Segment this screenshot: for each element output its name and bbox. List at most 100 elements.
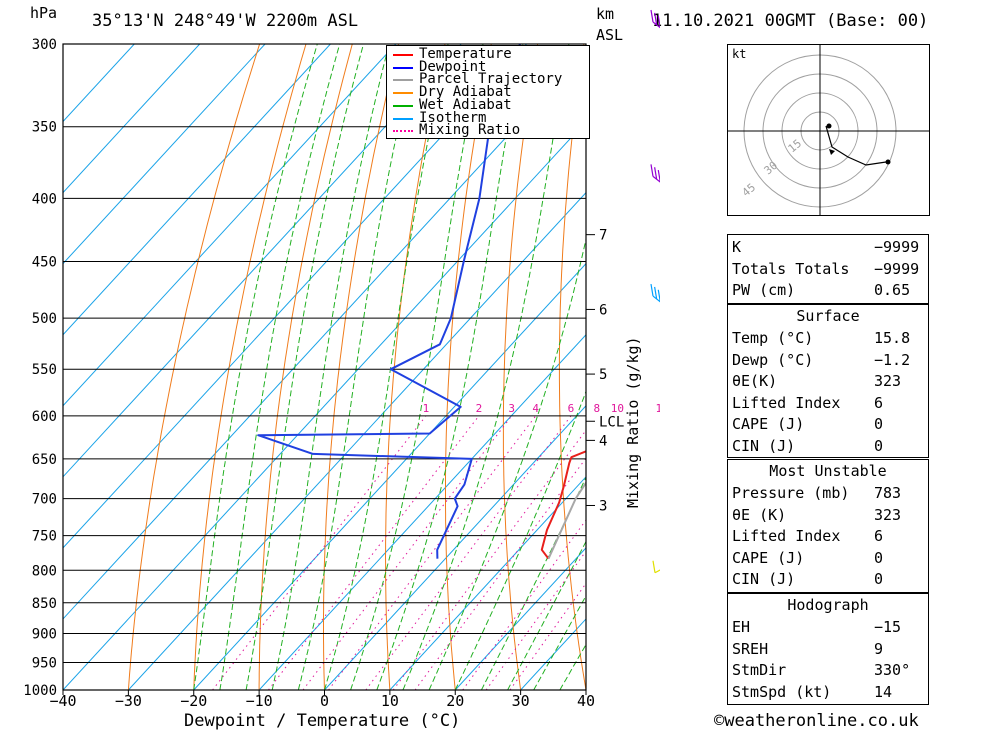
index-value: −1.2 bbox=[874, 350, 911, 369]
index-key: Lifted Index bbox=[732, 393, 841, 412]
most-unstable-title: Most Unstable bbox=[769, 462, 887, 480]
pressure-tick-label: 800 bbox=[32, 563, 57, 579]
isotherm-line bbox=[63, 44, 397, 407]
pressure-tick-label: 900 bbox=[32, 626, 57, 642]
index-value: 6 bbox=[874, 393, 884, 412]
index-key: CAPE (J) bbox=[732, 548, 805, 567]
legend-label: Isotherm bbox=[419, 109, 487, 126]
pressure-tick-label: 600 bbox=[32, 409, 57, 425]
hodograph-indices-panel: Hodograph EH −15 SREH 9 StmDir 330° StmSpd (kt… bbox=[727, 593, 929, 705]
legend-item: Dewpoint bbox=[391, 58, 587, 75]
temperature-tick-label: 20 bbox=[446, 692, 464, 710]
dry-adiabat-line bbox=[193, 44, 307, 690]
wind-barb-feather bbox=[650, 9, 654, 23]
mixing-ratio-tick-label: 10 bbox=[611, 402, 624, 415]
pressure-unit-label: hPa bbox=[30, 4, 58, 22]
index-key: θE(K) bbox=[732, 372, 778, 390]
isotherm-line bbox=[63, 44, 331, 336]
legend-label: Mixing Ratio bbox=[419, 122, 521, 139]
height-tick-label: 3 bbox=[599, 498, 607, 514]
index-row: Temp (°C) 15.8 bbox=[732, 328, 922, 349]
index-value: 14 bbox=[874, 682, 893, 701]
legend: Temperature Dewpoint Parcel Trajectory Dry … bbox=[386, 45, 590, 139]
wind-barb-shaft bbox=[654, 569, 660, 574]
index-row: Lifted Index 6 bbox=[732, 393, 922, 414]
index-value: 0 bbox=[874, 415, 884, 433]
temperature-tick-label: −10 bbox=[246, 692, 273, 710]
legend-item: Wet Adiabat bbox=[391, 97, 587, 113]
surface-title: Surface bbox=[796, 307, 860, 325]
height-tick-label: LCL bbox=[599, 414, 624, 430]
index-row: θE (K) 323 bbox=[732, 505, 922, 526]
index-row: θE(K) 323 bbox=[732, 371, 922, 392]
index-value: 15.8 bbox=[874, 329, 911, 347]
index-row: K −9999 bbox=[732, 237, 922, 258]
wet-adiabat-line bbox=[507, 540, 586, 690]
legend-label: Dewpoint bbox=[419, 58, 487, 75]
wind-barb-feather bbox=[650, 164, 654, 177]
legend-swatch bbox=[393, 92, 413, 95]
index-key: SREH bbox=[732, 639, 769, 658]
wet-adiabat-line bbox=[376, 44, 524, 690]
temperature-tick-label: 0 bbox=[320, 692, 329, 710]
location-title: 35°13'N 248°49'W 2200m ASL bbox=[92, 11, 359, 31]
pressure-tick-label: 350 bbox=[32, 120, 57, 136]
legend-swatch bbox=[393, 130, 413, 133]
wind-barb-shaft bbox=[652, 175, 660, 183]
index-key: θE (K) bbox=[732, 505, 787, 524]
index-key: Dewp (°C) bbox=[732, 350, 814, 369]
credit-text: ©weatheronline.co.uk bbox=[714, 711, 919, 731]
x-axis-label: Dewpoint / Temperature (°C) bbox=[184, 711, 461, 731]
index-row: SREH 9 bbox=[732, 639, 922, 660]
mixing-ratio-line bbox=[268, 415, 480, 690]
index-value: 9 bbox=[874, 639, 884, 658]
temperature-tick-label: −40 bbox=[49, 692, 76, 710]
index-value: 0 bbox=[874, 548, 884, 567]
height-unit-km: km bbox=[596, 5, 615, 23]
wind-barb-shaft bbox=[652, 21, 660, 29]
mixing-ratio-tick-label: 2 bbox=[476, 402, 483, 415]
isotherm-line bbox=[128, 191, 586, 690]
isotherm-line bbox=[454, 547, 586, 690]
isotherm-line bbox=[389, 476, 586, 690]
mixing-ratio-tick-label: 8 bbox=[593, 402, 600, 415]
legend-item: Isotherm bbox=[391, 109, 587, 126]
index-value: 6 bbox=[874, 527, 884, 545]
legend-item: Parcel Trajectory bbox=[391, 71, 587, 87]
index-value: 783 bbox=[874, 484, 902, 502]
wind-barb-shaft bbox=[652, 295, 660, 303]
index-value: 0 bbox=[874, 570, 884, 588]
dry-adiabat-line bbox=[323, 44, 400, 690]
temperature-tick-label: 40 bbox=[577, 692, 595, 710]
index-value: −15 bbox=[874, 618, 902, 636]
wet-adiabat-line bbox=[533, 594, 586, 690]
wet-adiabat-line bbox=[350, 44, 484, 690]
index-key: PW (cm) bbox=[732, 281, 796, 299]
mixing-ratio-line bbox=[509, 582, 586, 690]
index-key: Pressure (mb) bbox=[732, 484, 850, 502]
height-tick-label: 6 bbox=[599, 302, 607, 318]
index-value: −9999 bbox=[874, 238, 920, 256]
height-tick-label: 4 bbox=[599, 433, 607, 449]
height-unit-asl: ASL bbox=[596, 26, 624, 44]
pressure-tick-label: 750 bbox=[32, 529, 57, 545]
isotherm-line bbox=[63, 44, 135, 123]
index-row: EH −15 bbox=[732, 617, 922, 638]
height-tick-label: 5 bbox=[599, 367, 607, 383]
dry-adiabat-line bbox=[558, 44, 586, 690]
pressure-tick-label: 550 bbox=[32, 362, 57, 378]
index-row: Pressure (mb) 783 bbox=[732, 483, 922, 504]
index-key: StmDir bbox=[732, 661, 787, 679]
pressure-tick-label: 950 bbox=[32, 655, 57, 671]
isotherm-line bbox=[258, 333, 586, 690]
pressure-tick-label: 500 bbox=[32, 311, 57, 327]
index-key: Lifted Index bbox=[732, 527, 841, 545]
index-value: 323 bbox=[874, 505, 902, 524]
isotherm-line bbox=[324, 405, 586, 690]
mixing-ratio-tick-label: 6 bbox=[568, 402, 575, 415]
isotherm-line bbox=[193, 262, 586, 690]
mixing-ratio-tick-label: 4 bbox=[532, 402, 539, 415]
index-key: CAPE (J) bbox=[732, 415, 805, 433]
dewpoint-line bbox=[257, 44, 521, 559]
most-unstable-panel: Most Unstable Pressure (mb) 783 θE (K) 323 L… bbox=[727, 459, 929, 593]
